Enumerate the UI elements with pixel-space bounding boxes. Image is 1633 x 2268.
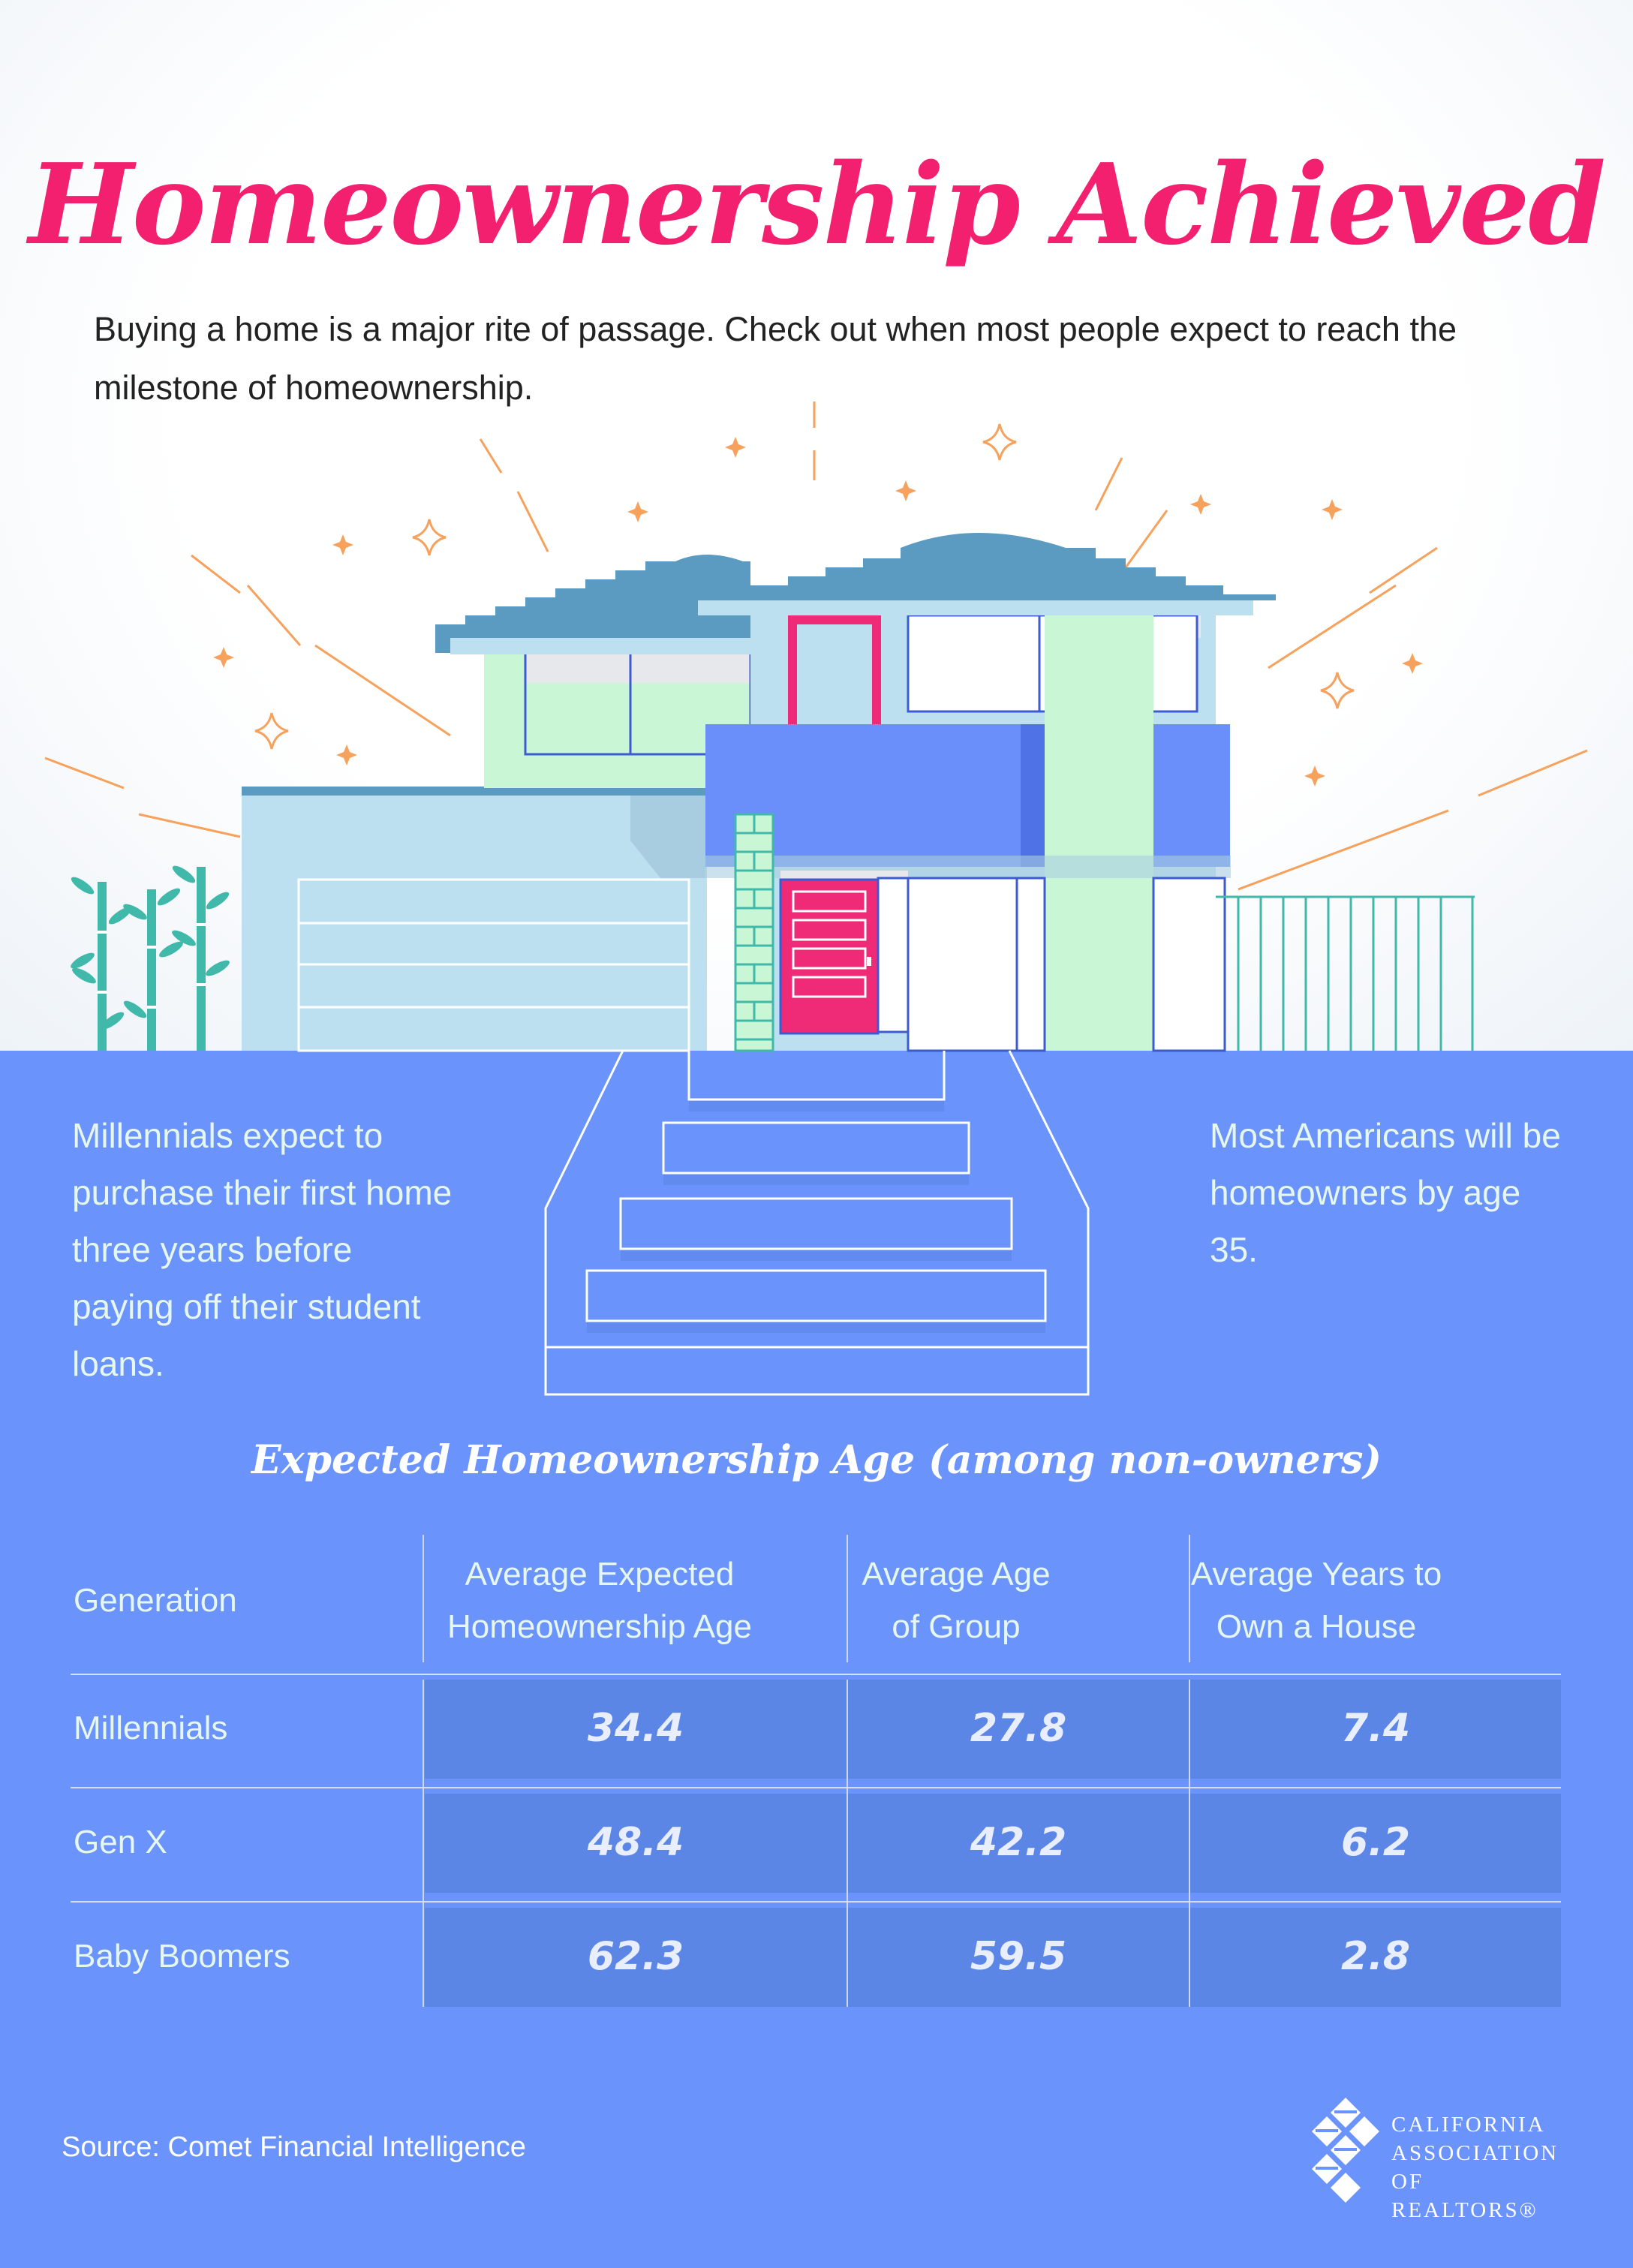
garage [242,787,707,1052]
table-title: Expected Homeownership Age (among non-ow… [251,1437,1382,1483]
car-logo: CALIFORNIA ASSOCIATION OF REALTORS® [1304,2094,1574,2222]
sparkle-outline-icon [254,423,1355,750]
main-roof [698,533,1276,600]
expected-age-cell: 48.4 [587,1820,684,1865]
upper-right-window [907,614,1041,713]
lower-window [907,877,1046,1052]
years-to-own-cell: 6.2 [1340,1820,1411,1865]
source-note: Source: Comet Financial Intelligence [62,2131,526,2163]
group-age-cell: 59.5 [970,1934,1067,1979]
brick-column [734,813,774,1052]
expected-age-cell: 62.3 [587,1934,684,1979]
page-title: Homeownership Achieved [29,139,1606,269]
house-illustration [44,402,1588,1396]
generation-cell: Gen X [74,1824,167,1860]
stairs-icon [544,1050,1090,1396]
mint-tower [1045,615,1153,1051]
intro-text: Buying a home is a major rite of passage… [94,310,1457,407]
expected-age-cell: 34.4 [587,1706,684,1751]
logo-wordmark: CALIFORNIA ASSOCIATION OF REALTORS® [1391,2113,1559,2222]
sun-rays [44,402,1588,891]
generation-cell: Millennials [74,1710,228,1746]
front-door [779,878,880,1035]
years-to-own-cell: 2.8 [1340,1934,1411,1979]
upper-door-frame [788,615,881,734]
millennials-note: Millennials expect to purchase their fir… [72,1116,453,1383]
bamboo-icon [71,865,230,1051]
column-header-years-to-own: Average Years to Own a House [1190,1555,1442,1645]
fence-icon [1216,895,1475,1051]
homeowners-note: Most Americans will be homeowners by age… [1210,1116,1561,1269]
group-age-cell: 42.2 [970,1820,1067,1865]
california-bear-logo-icon [1312,2098,1379,2203]
years-to-own-cell: 7.4 [1340,1706,1411,1751]
sparkle-icon [213,437,1423,787]
column-header-expected-age: Average Expected Homeownership Age [447,1555,752,1645]
left-roof [435,555,750,653]
column-header-group-age: Average Age of Group [862,1555,1051,1645]
group-age-cell: 27.8 [970,1706,1067,1751]
column-header-generation: Generation [74,1581,237,1619]
generation-cell: Baby Boomers [74,1938,290,1975]
